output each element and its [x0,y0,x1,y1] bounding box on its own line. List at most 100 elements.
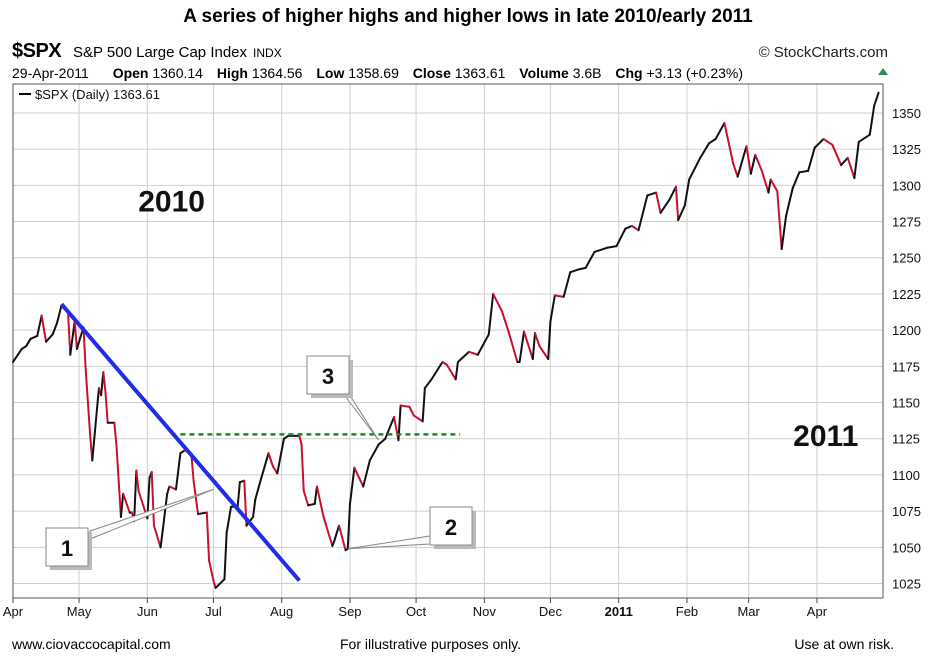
price-segment [522,330,534,361]
price-segment [857,133,871,143]
low-label: Low [316,65,345,81]
x-tick-label: Feb [676,604,698,619]
price-segment [362,459,371,488]
price-segment [840,156,849,167]
callout-number: 1 [61,536,73,561]
price-segment [624,224,633,230]
price-segment [236,481,241,508]
year-label-2010: 2010 [138,185,205,218]
price-segment [769,178,779,193]
price-segment [166,485,171,495]
ticker-symbol: $SPX [12,40,62,62]
price-segment [846,156,856,180]
callout-2: 2 [347,506,476,550]
downtrend-line [59,302,301,582]
y-tick-label: 1100 [892,468,920,483]
chg-value: +3.13 (+0.23%) [646,65,744,81]
price-segment [412,414,424,423]
y-tick-label: 1350 [892,106,921,121]
price-segment [102,371,107,394]
callout-3: 3 [306,355,380,441]
price-segment [254,482,261,501]
close-value: 1363.61 [454,65,506,81]
x-tick-label: Sep [338,604,361,619]
price-segment [307,502,316,507]
price-segment [492,292,503,313]
callout-box [429,506,473,546]
price-segment [45,333,54,343]
exchange-label: INDX [253,46,282,60]
x-tick-label: 2011 [605,604,633,619]
price-segment [161,492,169,531]
price-segment [104,391,109,424]
y-tick-label: 1250 [892,251,921,266]
price-segment [423,378,433,390]
callout-number: 3 [322,364,334,389]
price-segment [853,140,860,180]
price-segment [91,387,100,462]
y-tick-label: 1125 [892,432,920,447]
year-label-2011: 2011 [793,420,858,453]
price-segment [754,153,763,172]
price-segment [507,330,519,363]
close-label: Close [412,65,451,81]
price-segment [873,91,880,107]
callout-pointer [89,488,214,540]
price-segment [348,466,356,505]
footer-risk: Use at own risk. [794,636,894,652]
price-segment [518,330,525,363]
price-segment [267,452,274,468]
price-segment [798,169,810,174]
x-tick-label: Oct [406,604,427,619]
price-segment [659,198,671,214]
price-segment [192,479,200,516]
chg-label: Chg [615,65,643,81]
y-tick-label: 1075 [892,504,921,519]
index-name: S&P 500 Large Cap Index INDX [73,44,282,61]
price-segment [421,387,426,423]
price-segment [637,194,649,232]
price-segment [133,469,138,523]
volume-value: 3.6B [572,65,602,81]
price-segment [223,531,228,581]
price-segment [646,191,658,197]
price-segment [562,271,572,298]
y-tick-label: 1275 [892,215,921,230]
price-segment [534,332,541,348]
y-tick-label: 1300 [892,178,921,193]
quote-bar: 29-Apr-2011 Open 1360.14 High 1364.56 Lo… [12,65,743,81]
price-segment [276,437,285,475]
x-tick-label: Mar [737,604,760,619]
price-segment [252,498,257,518]
y-tick-label: 1175 [892,359,920,374]
price-segment [331,539,336,547]
price-segment [29,334,39,340]
y-tick-label: 1200 [892,323,921,338]
price-segment [668,185,677,201]
price-segment [82,326,87,371]
price-segment [549,294,556,323]
open-value: 1360.14 [152,65,203,81]
x-tick-label: Aug [270,604,293,619]
price-segment [430,360,444,381]
volume-label: Volume [519,65,569,81]
price-segment [615,227,627,248]
price-segment [212,579,217,589]
price-segment [467,350,479,356]
price-segment [12,347,23,363]
price-segment [337,524,347,552]
price-segment [322,515,334,547]
price-segment [593,246,609,253]
price-segment [868,104,876,136]
price-segment [214,578,226,589]
price-segment [135,469,140,492]
price-segment [553,294,565,298]
brand-label: © StockCharts.com [758,44,888,61]
price-segment [346,502,351,550]
price-segment [353,466,365,488]
footer-disclaimer: For illustrative purposes only. [340,636,522,652]
price-segment [569,268,581,274]
price-segment [384,416,396,440]
price-segment [791,171,801,190]
